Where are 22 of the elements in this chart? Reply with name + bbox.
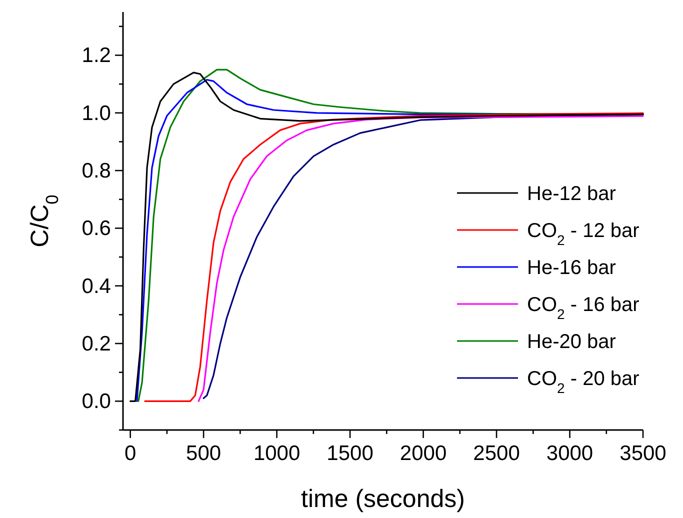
x-tick-label: 1000 bbox=[253, 442, 300, 465]
x-tick-label: 3000 bbox=[546, 442, 594, 465]
legend-label: He-16 bar bbox=[527, 257, 616, 279]
legend-label: CO$_{2}$ - 20 bar bbox=[527, 368, 640, 396]
x-tick-label: 2000 bbox=[400, 442, 447, 465]
y-tick-label: 1.0 bbox=[82, 102, 111, 125]
y-tick-label: 0.0 bbox=[82, 390, 111, 414]
y-tick-label: 0.8 bbox=[82, 160, 111, 183]
legend-label: He-20 bar bbox=[527, 331, 616, 353]
y-tick-label: 0.2 bbox=[82, 332, 111, 356]
y-tick-label: 1.2 bbox=[82, 44, 111, 68]
legend-label: He-12 bar bbox=[527, 183, 616, 205]
x-tick-label: 0 bbox=[124, 442, 136, 465]
legend-label: CO$_{2}$ - 12 bar bbox=[527, 220, 640, 248]
legend-label: CO$_{2}$ - 16 bar bbox=[527, 294, 640, 322]
x-axis-title: time (seconds) bbox=[301, 485, 465, 513]
y-tick-label: 0.6 bbox=[82, 217, 111, 240]
x-tick-label: 2500 bbox=[473, 442, 520, 465]
x-tick-label: 500 bbox=[186, 442, 222, 465]
x-tick-label: 1500 bbox=[326, 442, 374, 465]
y-tick-label: 0.4 bbox=[82, 274, 112, 298]
x-tick-label: 3500 bbox=[620, 442, 666, 465]
